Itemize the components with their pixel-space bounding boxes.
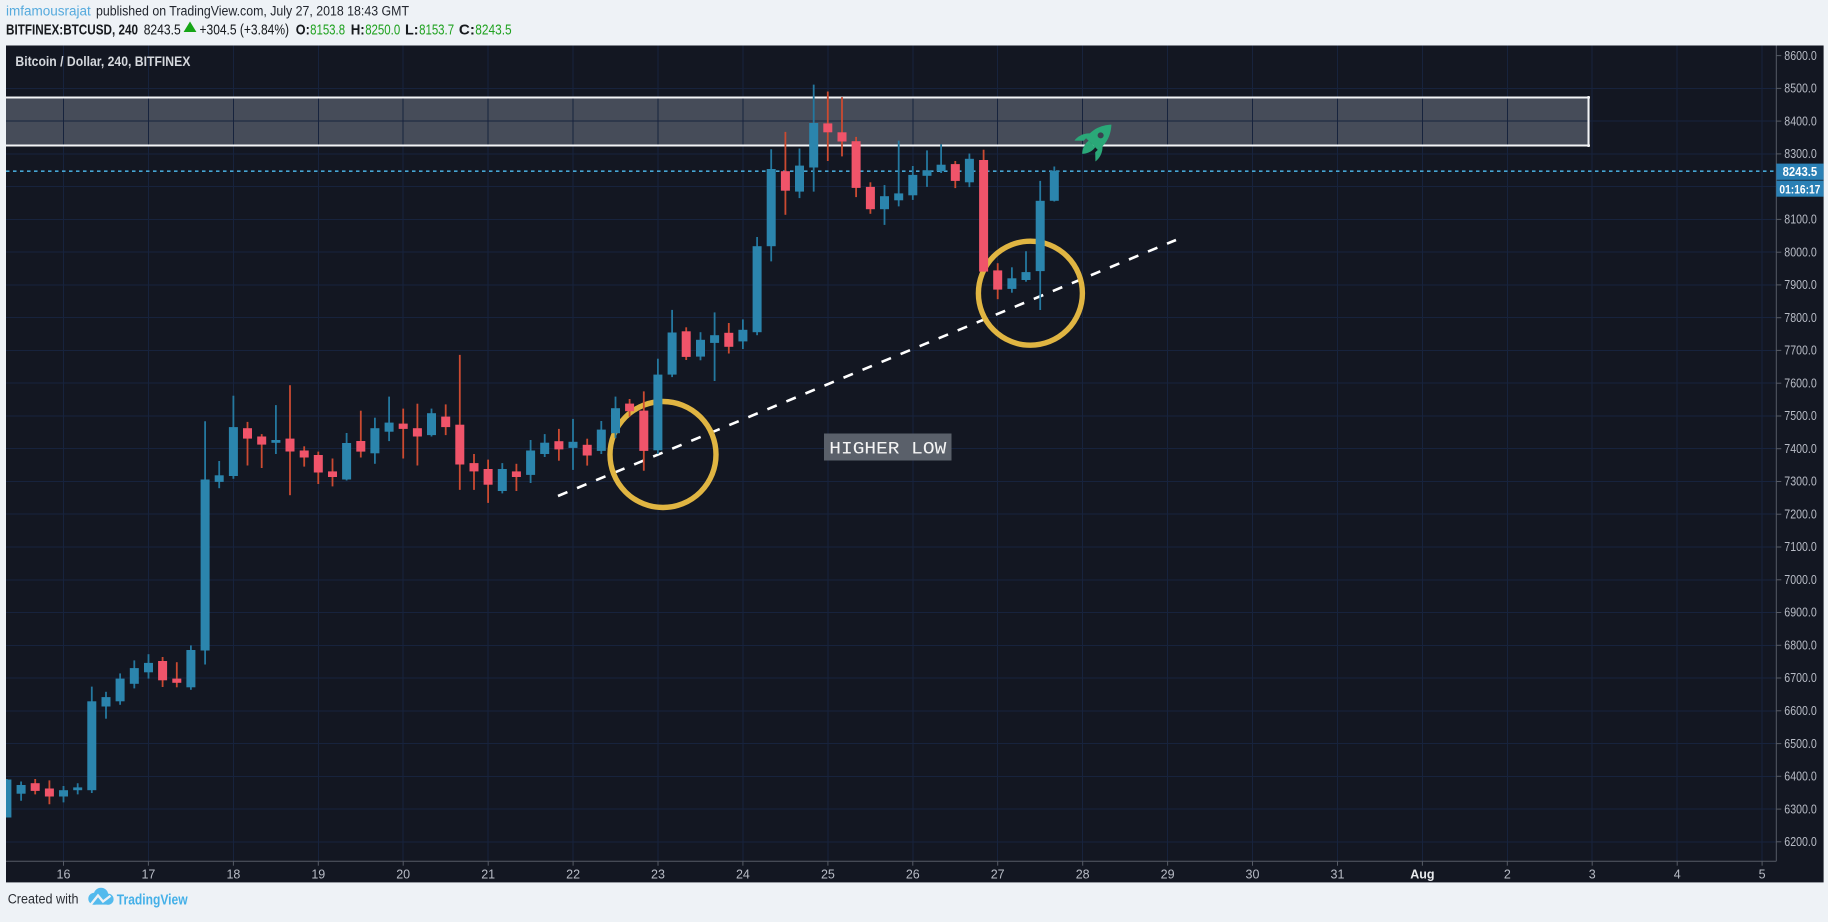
svg-text:6800.0: 6800.0 bbox=[1784, 639, 1817, 653]
svg-text:6400.0: 6400.0 bbox=[1784, 770, 1817, 784]
svg-text:L:: L: bbox=[405, 21, 419, 38]
svg-text:28: 28 bbox=[1076, 868, 1090, 882]
svg-text:8000.0: 8000.0 bbox=[1784, 245, 1817, 259]
svg-text:22: 22 bbox=[566, 868, 580, 882]
svg-text:O:: O: bbox=[296, 21, 310, 38]
svg-text:25: 25 bbox=[821, 868, 835, 882]
svg-text:23: 23 bbox=[651, 868, 665, 882]
svg-text:17: 17 bbox=[141, 868, 155, 882]
svg-text:8243.5: 8243.5 bbox=[1783, 165, 1818, 179]
svg-text:8600.0: 8600.0 bbox=[1784, 49, 1817, 63]
svg-text:6700.0: 6700.0 bbox=[1784, 671, 1817, 685]
svg-text:8300.0: 8300.0 bbox=[1784, 147, 1817, 161]
svg-text:7400.0: 7400.0 bbox=[1784, 442, 1817, 456]
svg-text:imfamousrajat: imfamousrajat bbox=[6, 4, 91, 19]
svg-text:8153.7: 8153.7 bbox=[419, 21, 454, 38]
svg-text:6300.0: 6300.0 bbox=[1784, 802, 1817, 816]
svg-text:+304.5 (+3.84%): +304.5 (+3.84%) bbox=[200, 21, 290, 38]
svg-text:BITFINEX:BTCUSD, 240: BITFINEX:BTCUSD, 240 bbox=[6, 21, 138, 38]
svg-text:8250.0: 8250.0 bbox=[365, 21, 400, 38]
svg-text:3: 3 bbox=[1589, 868, 1596, 882]
svg-text:7000.0: 7000.0 bbox=[1784, 573, 1817, 587]
svg-text:7200.0: 7200.0 bbox=[1784, 507, 1817, 521]
svg-text:7800.0: 7800.0 bbox=[1784, 311, 1817, 325]
svg-text:Aug: Aug bbox=[1410, 868, 1434, 882]
svg-text:8243.5: 8243.5 bbox=[144, 21, 181, 38]
svg-text:5: 5 bbox=[1759, 868, 1766, 882]
svg-text:29: 29 bbox=[1161, 868, 1175, 882]
svg-text:24: 24 bbox=[736, 868, 750, 882]
svg-text:26: 26 bbox=[906, 868, 920, 882]
svg-text:2: 2 bbox=[1504, 868, 1511, 882]
svg-text:Bitcoin / Dollar, 240, BITFINE: Bitcoin / Dollar, 240, BITFINEX bbox=[15, 53, 191, 69]
svg-text:4: 4 bbox=[1674, 868, 1681, 882]
svg-text:HIGHER LOW: HIGHER LOW bbox=[829, 439, 947, 459]
svg-text:H:: H: bbox=[351, 21, 365, 38]
svg-text:27: 27 bbox=[991, 868, 1005, 882]
svg-text:Created with: Created with bbox=[8, 892, 79, 907]
svg-text:7600.0: 7600.0 bbox=[1784, 376, 1817, 390]
svg-text:01:16:17: 01:16:17 bbox=[1779, 182, 1820, 196]
svg-text:7900.0: 7900.0 bbox=[1784, 278, 1817, 292]
svg-text:published on TradingView.com,: published on TradingView.com, July 27, 2… bbox=[96, 4, 409, 19]
svg-text:C:: C: bbox=[459, 21, 475, 38]
svg-text:7700.0: 7700.0 bbox=[1784, 344, 1817, 358]
svg-text:6900.0: 6900.0 bbox=[1784, 606, 1817, 620]
svg-text:8400.0: 8400.0 bbox=[1784, 114, 1817, 128]
svg-text:7100.0: 7100.0 bbox=[1784, 540, 1817, 554]
svg-text:8100.0: 8100.0 bbox=[1784, 213, 1817, 227]
svg-text:18: 18 bbox=[226, 868, 240, 882]
svg-text:16: 16 bbox=[57, 868, 71, 882]
svg-text:6200.0: 6200.0 bbox=[1784, 835, 1817, 849]
svg-text:8243.5: 8243.5 bbox=[475, 21, 511, 38]
svg-text:20: 20 bbox=[396, 868, 410, 882]
svg-text:19: 19 bbox=[311, 868, 325, 882]
svg-text:TradingView: TradingView bbox=[117, 892, 188, 909]
svg-text:30: 30 bbox=[1246, 868, 1260, 882]
svg-text:21: 21 bbox=[481, 868, 495, 882]
svg-text:31: 31 bbox=[1331, 868, 1345, 882]
svg-text:6500.0: 6500.0 bbox=[1784, 737, 1817, 751]
svg-text:6600.0: 6600.0 bbox=[1784, 704, 1817, 718]
svg-text:7500.0: 7500.0 bbox=[1784, 409, 1817, 423]
svg-text:8153.8: 8153.8 bbox=[310, 21, 345, 38]
svg-text:8500.0: 8500.0 bbox=[1784, 82, 1817, 96]
svg-text:7300.0: 7300.0 bbox=[1784, 475, 1817, 489]
